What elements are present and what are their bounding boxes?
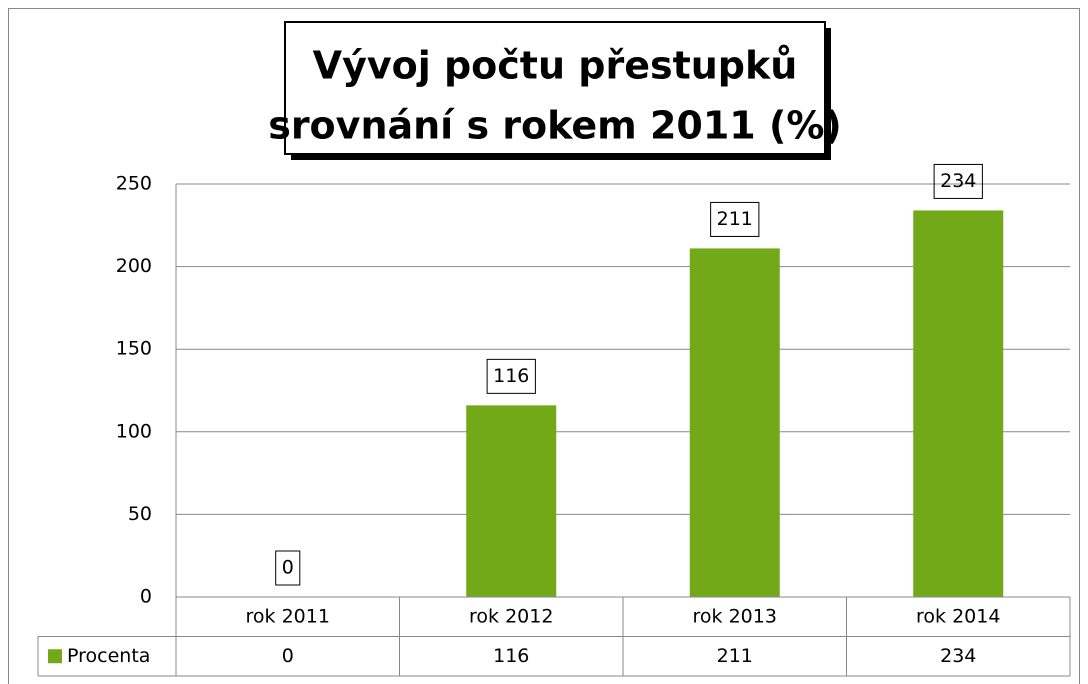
data-label-box (486, 358, 536, 394)
x-tick-label: rok 2011 (246, 605, 330, 627)
table-value: 0 (282, 645, 294, 667)
data-label-box (710, 201, 760, 237)
bar (689, 248, 780, 598)
title-box (284, 21, 826, 155)
y-tick-label: 150 (116, 338, 152, 360)
table-value: 116 (493, 645, 529, 667)
x-tick-label: rok 2013 (693, 605, 777, 627)
table-value: 211 (717, 645, 753, 667)
legend-label: Procenta (67, 645, 150, 667)
y-tick-label: 50 (128, 503, 152, 525)
bar (466, 405, 557, 597)
data-label: 234 (940, 170, 976, 192)
data-label: 0 (282, 557, 294, 579)
y-tick-label: 100 (116, 420, 152, 442)
data-label-box (933, 163, 983, 199)
data-label: 211 (717, 208, 753, 230)
data-label: 116 (493, 365, 529, 387)
y-tick-label: 250 (116, 173, 152, 195)
y-tick-label: 0 (140, 586, 152, 608)
data-label-box (275, 550, 301, 586)
chart-title: Vývoj počtu přestupků (313, 44, 798, 88)
chart-title: srovnání s rokem 2011 (%) (268, 104, 842, 148)
bar (913, 210, 1004, 597)
x-tick-label: rok 2012 (469, 605, 553, 627)
table-value: 234 (940, 645, 976, 667)
legend-swatch (48, 649, 62, 664)
x-tick-label: rok 2014 (916, 605, 1000, 627)
y-tick-label: 200 (116, 255, 152, 277)
